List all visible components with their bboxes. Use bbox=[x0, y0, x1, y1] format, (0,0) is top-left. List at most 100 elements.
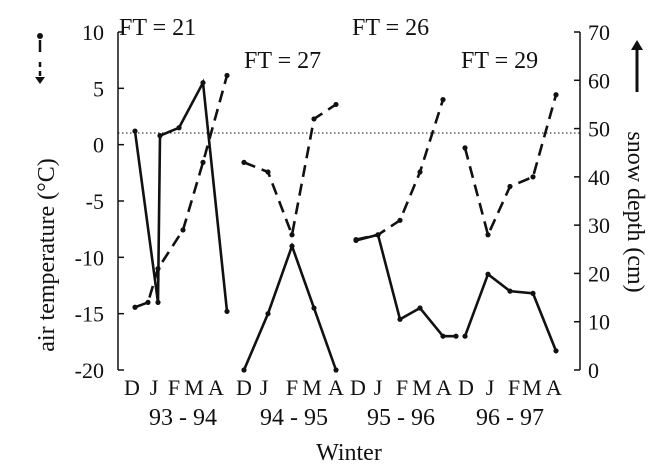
left-tick-label: 0 bbox=[93, 133, 104, 158]
month-label: J bbox=[486, 375, 495, 400]
air-temperature-point bbox=[485, 271, 491, 277]
ft-label: FT = 21 bbox=[119, 15, 196, 41]
snow-depth-point bbox=[289, 232, 295, 238]
air-temperature-point bbox=[530, 290, 536, 296]
winter-label: 94 - 95 bbox=[260, 405, 328, 431]
right-tick-label: 20 bbox=[588, 261, 610, 286]
right-axis-ticks: 0 10 20 30 40 50 60 70 bbox=[574, 20, 610, 383]
air-temperature-point bbox=[132, 128, 138, 134]
snow-depth-line bbox=[243, 103, 337, 240]
snow-depth-point bbox=[132, 304, 138, 310]
snow-depth-point bbox=[397, 217, 403, 223]
snow-depth-point bbox=[353, 237, 359, 243]
month-label: A bbox=[436, 375, 452, 400]
month-label: F bbox=[396, 375, 408, 400]
air-temperature-point bbox=[507, 288, 513, 294]
left-tick-label: 10 bbox=[82, 20, 104, 45]
month-label: M bbox=[302, 375, 322, 400]
month-label: F bbox=[168, 375, 180, 400]
month-label: F bbox=[508, 375, 520, 400]
winter-label: 93 - 94 bbox=[149, 405, 217, 431]
left-tick-label: -20 bbox=[75, 358, 104, 383]
month-label: A bbox=[328, 375, 344, 400]
snow-depth-point bbox=[311, 116, 317, 122]
snow-depth-point bbox=[440, 97, 446, 103]
air-temperature-point bbox=[440, 333, 446, 339]
snow-depth-point bbox=[462, 145, 468, 151]
air-temperature-line bbox=[133, 78, 229, 312]
winter-label: 95 - 96 bbox=[367, 405, 435, 431]
air-temperature-point bbox=[289, 243, 295, 249]
right-tick-label: 50 bbox=[588, 117, 610, 142]
month-label: D bbox=[124, 375, 140, 400]
snow-depth-point bbox=[241, 159, 247, 165]
left-tick-label: -15 bbox=[75, 302, 104, 327]
ft-labels: FT = 21 FT = 27 FT = 26 FT = 29 bbox=[119, 15, 538, 74]
ft-label: FT = 27 bbox=[244, 48, 321, 74]
left-axis-ticks: -20 -15 -10 -5 0 5 10 bbox=[75, 20, 124, 383]
air-temperature-point bbox=[200, 80, 206, 86]
right-tick-label: 0 bbox=[588, 358, 599, 383]
snow-depth-point bbox=[530, 174, 536, 180]
snow-depth-point bbox=[485, 232, 491, 238]
month-label: J bbox=[260, 375, 269, 400]
air-temperature-point bbox=[311, 305, 317, 311]
air-temperature-point bbox=[224, 308, 230, 315]
air-temperature-line bbox=[463, 272, 558, 352]
air-temperature-line bbox=[355, 233, 456, 338]
right-tick-label: 30 bbox=[588, 213, 610, 238]
y-axis-right-title: snow depth (cm) bbox=[622, 131, 648, 292]
snow-depth-legend-symbol-right bbox=[631, 40, 643, 92]
month-label: D bbox=[236, 375, 252, 400]
month-label: A bbox=[208, 375, 224, 400]
snow-depth-legend-symbol-left bbox=[35, 62, 45, 84]
month-label: M bbox=[412, 375, 432, 400]
air-temperature-point bbox=[157, 133, 163, 139]
snow-depth-point bbox=[224, 72, 230, 79]
air-temperature-point bbox=[553, 348, 559, 354]
series-layer bbox=[132, 72, 559, 373]
air-temperature-legend-symbol bbox=[37, 33, 43, 52]
air-temperature-line bbox=[242, 242, 338, 371]
air-temperature-point bbox=[417, 305, 423, 311]
air-temperature-point bbox=[241, 367, 247, 373]
snow-depth-point bbox=[200, 159, 206, 165]
ft-label: FT = 29 bbox=[461, 48, 538, 74]
ft-label: FT = 26 bbox=[352, 15, 429, 41]
snow-depth-point bbox=[180, 227, 186, 233]
month-label: A bbox=[546, 375, 562, 400]
right-tick-label: 70 bbox=[588, 20, 610, 45]
left-tick-label: -5 bbox=[86, 189, 104, 214]
snow-depth-point bbox=[417, 169, 423, 175]
winter-label: 96 - 97 bbox=[476, 405, 544, 431]
left-tick-label: 5 bbox=[93, 76, 104, 101]
month-label: J bbox=[374, 375, 383, 400]
month-label: M bbox=[522, 375, 542, 400]
month-label: J bbox=[150, 375, 159, 400]
right-tick-label: 60 bbox=[588, 68, 610, 93]
snow-depth-point bbox=[155, 266, 161, 272]
left-tick-label: -10 bbox=[75, 245, 104, 270]
snow-depth-point bbox=[507, 183, 513, 190]
snow-depth-point bbox=[265, 169, 271, 175]
month-label: M bbox=[184, 375, 204, 400]
air-temperature-point bbox=[462, 333, 468, 339]
snow-depth-point bbox=[333, 101, 339, 108]
right-tick-label: 40 bbox=[588, 165, 610, 190]
x-axis-title: Winter bbox=[316, 440, 382, 466]
month-label: D bbox=[458, 375, 474, 400]
snow-depth-line bbox=[463, 94, 558, 239]
air-temperature-point bbox=[397, 316, 403, 322]
month-label: F bbox=[286, 375, 298, 400]
air-temperature-point bbox=[453, 333, 459, 339]
snow-depth-point bbox=[553, 92, 559, 98]
winter-labels: 93 - 94 94 - 95 95 - 96 96 - 97 bbox=[149, 405, 544, 431]
right-tick-label: 10 bbox=[588, 310, 610, 335]
air-temperature-point bbox=[265, 311, 271, 317]
air-temperature-point bbox=[155, 299, 161, 305]
y-axis-left-title: air temperature (°C) bbox=[34, 158, 60, 352]
snow-depth-point bbox=[375, 232, 381, 238]
air-temperature-point bbox=[176, 125, 182, 131]
